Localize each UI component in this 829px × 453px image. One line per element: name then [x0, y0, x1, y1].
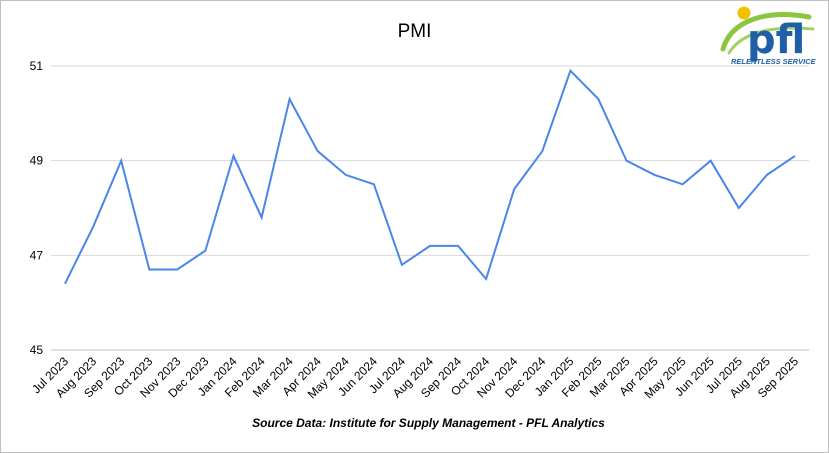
- chart-title: PMI: [397, 21, 432, 42]
- logo-wordmark: pfl: [747, 17, 805, 63]
- y-tick-label: 47: [30, 248, 44, 262]
- series-line: [64, 68, 796, 285]
- pfl-logo: pfl RELENTLESS SERVICE: [717, 3, 827, 67]
- y-tick-label: 49: [30, 154, 44, 168]
- y-tick-label: 45: [30, 343, 44, 357]
- logo-tagline: RELENTLESS SERVICE: [731, 57, 817, 66]
- source-note: Source Data: Institute for Supply Manage…: [252, 416, 605, 430]
- y-tick-label: 51: [30, 59, 44, 73]
